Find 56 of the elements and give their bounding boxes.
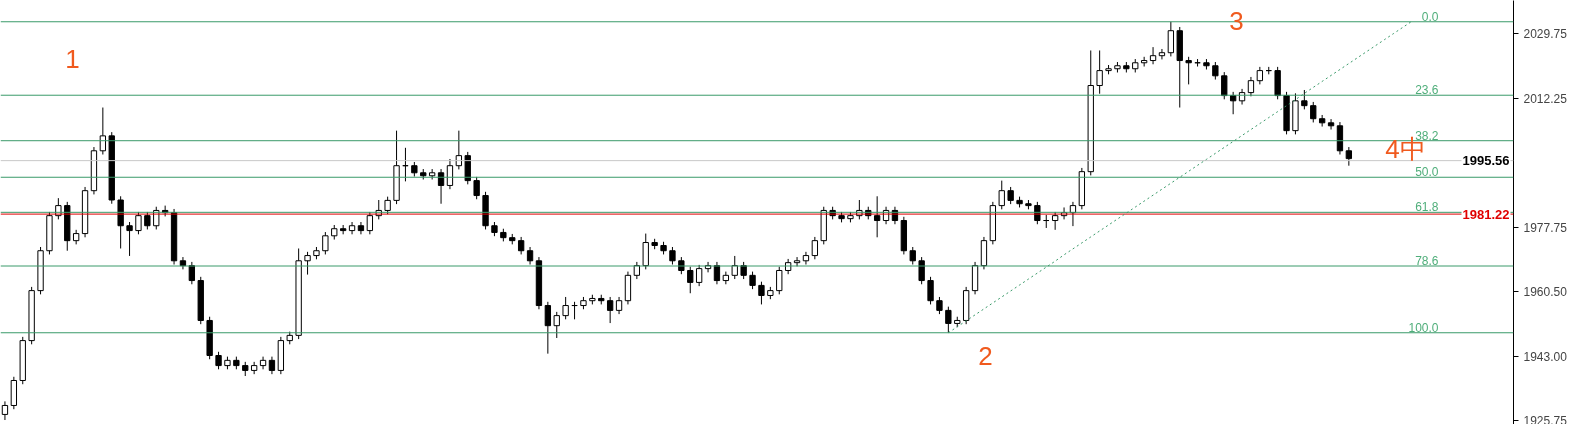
candlestick (1096, 49, 1103, 95)
candlestick (1149, 46, 1157, 65)
candlestick (998, 180, 1005, 210)
candlestick (1221, 71, 1228, 100)
annotation: 1 (65, 43, 80, 74)
candlestick (322, 231, 329, 255)
candlestick (811, 236, 819, 260)
candlestick (259, 356, 267, 370)
annotation: 0.0 (1421, 9, 1439, 24)
y-tick-label: 1960.50 (1523, 284, 1568, 299)
candlestick (1247, 76, 1255, 97)
y-tick-label: 2029.75 (1523, 26, 1568, 41)
candlestick (562, 296, 569, 320)
candlestick (1345, 146, 1353, 167)
candlestick (357, 221, 365, 235)
ref-line-label: 1995.56 (1462, 153, 1510, 169)
candlestick (731, 255, 738, 280)
y-tick-label: 2012.25 (1523, 91, 1568, 106)
annotation: 23.6 (1415, 83, 1439, 98)
candlestick (642, 233, 649, 270)
annotation: 50.0 (1415, 165, 1439, 180)
candlestick (304, 251, 311, 276)
candlestick (126, 221, 133, 257)
candlestick (918, 256, 925, 285)
candlestick (1185, 56, 1192, 85)
candlestick (776, 266, 783, 295)
candlestick (793, 256, 801, 267)
annotation: 61.8 (1415, 200, 1439, 215)
ref-line-label: 1981.22 (1462, 206, 1510, 222)
annotation: 2 (978, 340, 993, 371)
annotation: 100.0 (1408, 320, 1439, 335)
candlestick (687, 266, 694, 294)
candlestick (553, 311, 560, 339)
candlestick (1301, 89, 1308, 110)
y-tick-label: 1977.75 (1523, 220, 1568, 235)
candlestick (722, 271, 730, 285)
candlestick (873, 195, 881, 238)
candlestick (945, 306, 952, 334)
candlestick (758, 281, 765, 305)
candlestick (437, 168, 445, 205)
candlestick (348, 221, 356, 235)
candlestick (606, 296, 614, 324)
candlestick (544, 301, 552, 355)
annotation: 78.6 (1415, 254, 1439, 269)
candlestick (99, 107, 107, 156)
candlestick (1158, 48, 1166, 60)
candlestick (446, 158, 454, 190)
candlestick (1167, 21, 1175, 57)
candlestick (473, 176, 480, 200)
y-tick-label: 1925.75 (1523, 413, 1568, 424)
candlestick (1327, 118, 1335, 131)
candlestick (802, 251, 810, 266)
candlestick (927, 276, 934, 305)
candlestick (1, 400, 9, 421)
candlestick (1310, 101, 1317, 123)
y-tick-label: 1943.00 (1523, 350, 1568, 365)
